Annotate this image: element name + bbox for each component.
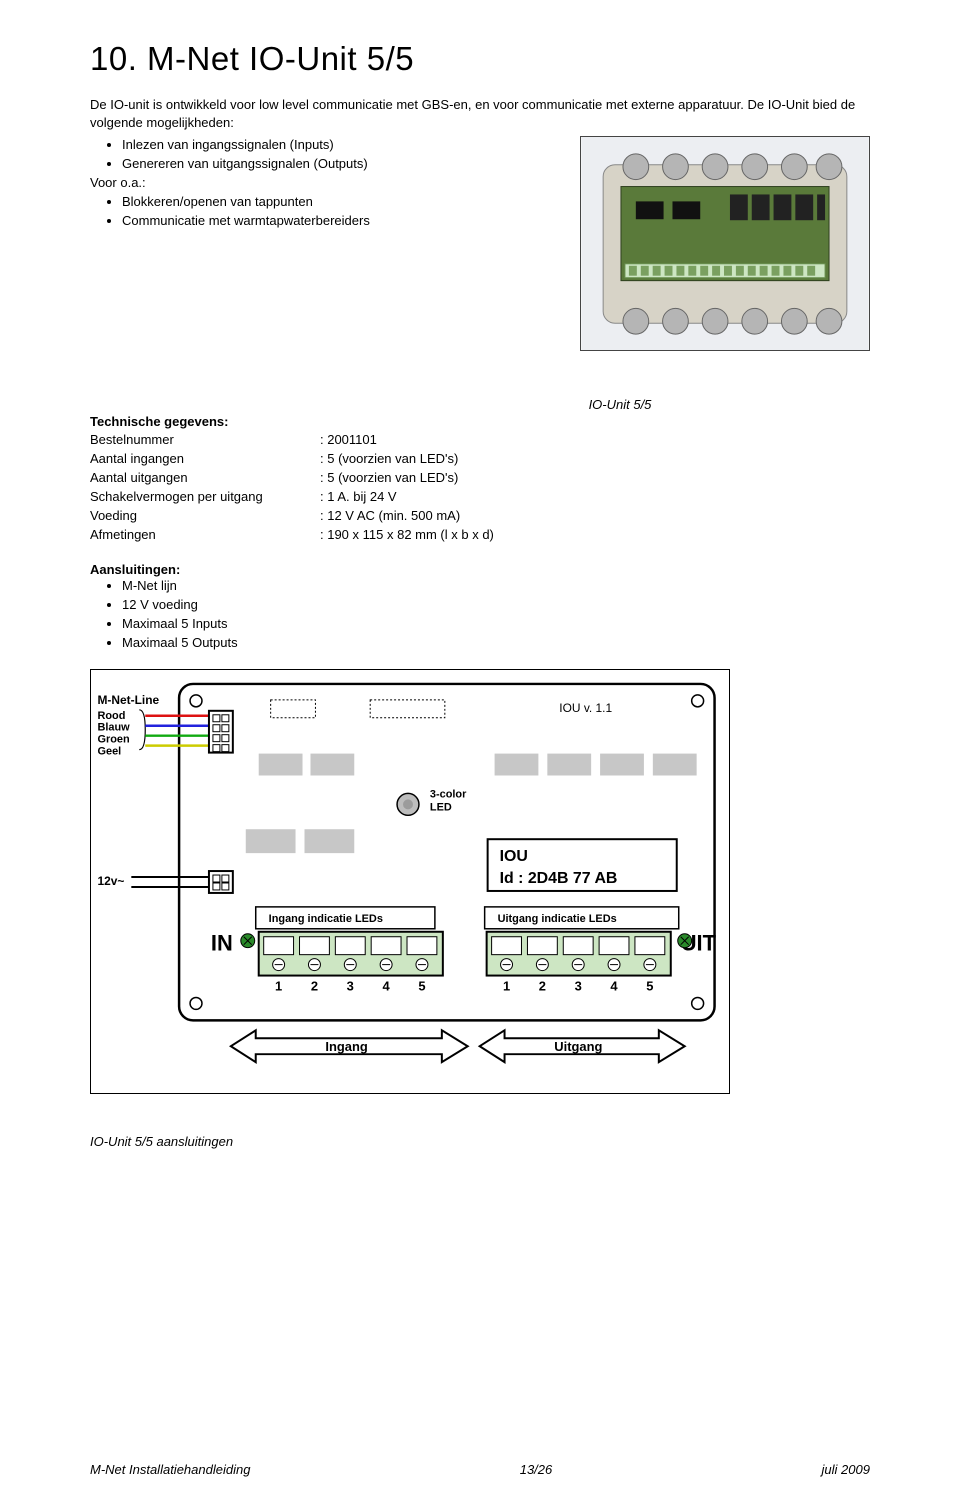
svg-text:4: 4 bbox=[610, 978, 618, 993]
footer-right: juli 2009 bbox=[822, 1462, 870, 1477]
table-row: Aantal ingangen: 5 (voorzien van LED's) bbox=[90, 450, 494, 469]
page-title: 10. M-Net IO-Unit 5/5 bbox=[90, 40, 870, 78]
list-item: 12 V voeding bbox=[122, 596, 870, 615]
mnet-line-label: M-Net-Line bbox=[97, 693, 159, 707]
svg-text:12v~: 12v~ bbox=[97, 874, 124, 888]
svg-text:Blauw: Blauw bbox=[97, 722, 130, 734]
svg-text:Groen: Groen bbox=[97, 733, 129, 745]
svg-text:IOU: IOU bbox=[500, 848, 528, 865]
svg-text:5: 5 bbox=[646, 978, 653, 993]
connections-heading: Aansluitingen: bbox=[90, 562, 870, 577]
table-row: Aantal uitgangen: 5 (voorzien van LED's) bbox=[90, 469, 494, 488]
table-row: Afmetingen: 190 x 115 x 82 mm (l x b x d… bbox=[90, 526, 494, 545]
svg-text:3-color: 3-color bbox=[430, 788, 467, 800]
capability-item: Inlezen van ingangssignalen (Inputs) bbox=[122, 136, 550, 155]
capability-item: Communicatie met warmtapwaterbereiders bbox=[122, 212, 550, 231]
svg-text:Id : 2D4B 77 AB: Id : 2D4B 77 AB bbox=[500, 870, 618, 887]
footer-center: 13/26 bbox=[520, 1462, 553, 1477]
svg-text:4: 4 bbox=[383, 978, 391, 993]
svg-text:2: 2 bbox=[539, 978, 546, 993]
intro-text: De IO-unit is ontwikkeld voor low level … bbox=[90, 96, 870, 132]
page-footer: M-Net Installatiehandleiding 13/26 juli … bbox=[90, 1462, 870, 1477]
list-item: Maximaal 5 Inputs bbox=[122, 615, 870, 634]
svg-text:IOU v. 1.1: IOU v. 1.1 bbox=[559, 701, 612, 715]
svg-text:1: 1 bbox=[275, 978, 282, 993]
svg-text:IN: IN bbox=[211, 930, 233, 955]
voor-label: Voor o.a.: bbox=[90, 174, 550, 193]
spec-table: Bestelnummer: 2001101 Aantal ingangen: 5… bbox=[90, 431, 494, 544]
svg-text:Ingang indicatie LEDs: Ingang indicatie LEDs bbox=[269, 913, 383, 925]
svg-text:2: 2 bbox=[311, 978, 318, 993]
svg-text:Rood: Rood bbox=[97, 710, 125, 722]
list-item: M-Net lijn bbox=[122, 577, 870, 596]
footer-left: M-Net Installatiehandleiding bbox=[90, 1462, 250, 1477]
table-row: Voeding: 12 V AC (min. 500 mA) bbox=[90, 507, 494, 526]
photo-caption: IO-Unit 5/5 bbox=[90, 397, 870, 412]
capability-item: Genereren van uitgangssignalen (Outputs) bbox=[122, 155, 550, 174]
wiring-diagram: M-Net-Line Rood Blauw Groen Geel IOU v. … bbox=[90, 669, 730, 1094]
svg-text:Geel: Geel bbox=[97, 745, 121, 757]
table-row: Schakelvermogen per uitgang: 1 A. bij 24… bbox=[90, 488, 494, 507]
diagram-caption: IO-Unit 5/5 aansluitingen bbox=[90, 1134, 870, 1149]
capability-item: Blokkeren/openen van tappunten bbox=[122, 193, 550, 212]
table-row: Bestelnummer: 2001101 bbox=[90, 431, 494, 450]
svg-text:3: 3 bbox=[575, 978, 582, 993]
svg-text:Uitgang: Uitgang bbox=[554, 1039, 602, 1054]
svg-text:Ingang: Ingang bbox=[325, 1039, 367, 1054]
list-item: Maximaal 5 Outputs bbox=[122, 634, 870, 653]
svg-text:1: 1 bbox=[503, 978, 510, 993]
product-photo bbox=[580, 136, 870, 351]
svg-text:5: 5 bbox=[418, 978, 425, 993]
svg-text:LED: LED bbox=[430, 801, 452, 813]
spec-heading: Technische gegevens: bbox=[90, 414, 870, 429]
svg-text:Uitgang indicatie LEDs: Uitgang indicatie LEDs bbox=[498, 913, 617, 925]
svg-text:3: 3 bbox=[347, 978, 354, 993]
